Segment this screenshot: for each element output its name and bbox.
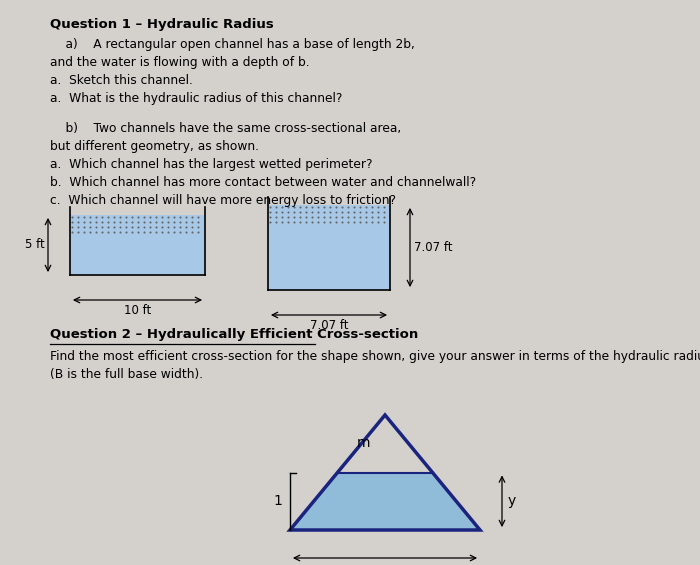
Bar [268,205,390,290]
Text: a)    A rectangular open channel has a base of length 2b,: a) A rectangular open channel has a base… [50,38,415,51]
Text: and the water is flowing with a depth of b.: and the water is flowing with a depth of… [50,56,309,69]
Text: 7.07 ft: 7.07 ft [309,319,349,332]
Text: 1: 1 [273,494,282,508]
Text: m: m [356,436,370,450]
Text: y: y [508,494,517,508]
Bar [70,215,205,275]
Text: Question 2 – Hydraulically Efficient Cross-section: Question 2 – Hydraulically Efficient Cro… [50,328,419,341]
Text: c.  Which channel will have more energy loss to friction?: c. Which channel will have more energy l… [50,194,396,207]
Text: a.  What is the hydraulic radius of this channel?: a. What is the hydraulic radius of this … [50,92,342,105]
Text: (B is the full base width).: (B is the full base width). [50,368,203,381]
Text: Question 1 – Hydraulic Radius: Question 1 – Hydraulic Radius [50,18,274,31]
Text: 7.07 ft: 7.07 ft [414,241,452,254]
Text: Find the most efficient cross-section for the shape shown, give your answer in t: Find the most efficient cross-section fo… [50,350,700,363]
Text: 10 ft: 10 ft [124,304,151,317]
Text: b)    Two channels have the same cross-sectional area,: b) Two channels have the same cross-sect… [50,122,401,135]
Text: a.  Which channel has the largest wetted perimeter?: a. Which channel has the largest wetted … [50,158,372,171]
Text: but different geometry, as shown.: but different geometry, as shown. [50,140,259,153]
Text: a.  Sketch this channel.: a. Sketch this channel. [50,74,193,87]
Text: 5 ft: 5 ft [25,238,45,251]
Polygon shape [290,472,480,530]
Text: b.  Which channel has more contact between water and channelwall?: b. Which channel has more contact betwee… [50,176,476,189]
